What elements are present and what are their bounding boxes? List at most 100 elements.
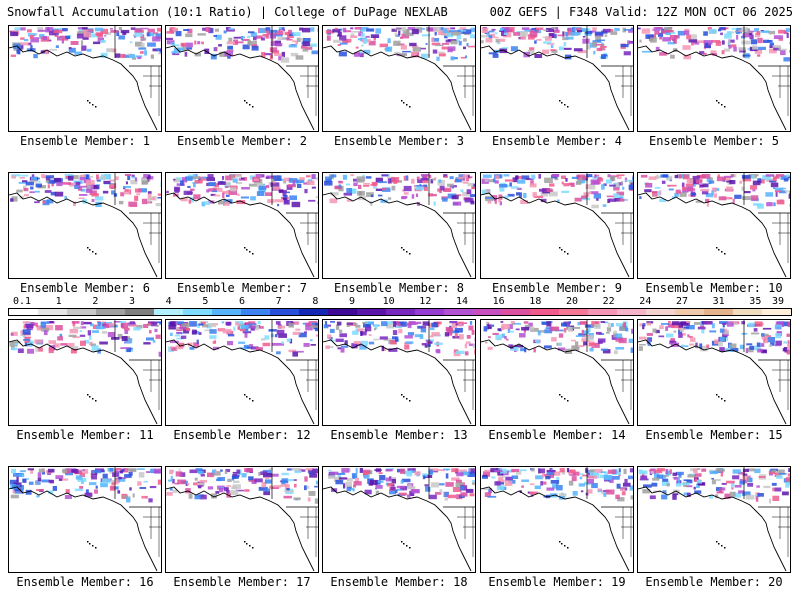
ensemble-panel bbox=[637, 319, 791, 426]
legend-label: 16 bbox=[492, 296, 505, 307]
ensemble-member-label: Ensemble Member: 12 bbox=[173, 428, 311, 442]
legend-color-swatch bbox=[124, 309, 154, 315]
ensemble-member-label: Ensemble Member: 6 bbox=[19, 281, 151, 295]
ensemble-member-label: Ensemble Member: 20 bbox=[645, 575, 783, 589]
legend-color-swatch bbox=[559, 309, 589, 315]
ensemble-panel bbox=[480, 319, 634, 426]
ensemble-member-label: Ensemble Member: 3 bbox=[333, 134, 465, 148]
ensemble-member-label: Ensemble Member: 18 bbox=[330, 575, 468, 589]
legend-label: 6 bbox=[238, 296, 246, 307]
snowfall-map bbox=[481, 467, 633, 572]
snowfall-map bbox=[166, 320, 318, 425]
legend-colorbar bbox=[8, 308, 792, 316]
ensemble-member-label: Ensemble Member: 2 bbox=[176, 134, 308, 148]
legend-color-swatch bbox=[472, 309, 502, 315]
legend-color-swatch bbox=[240, 309, 270, 315]
legend-label: 14 bbox=[455, 296, 469, 307]
legend-color-swatch bbox=[356, 309, 386, 315]
ensemble-panel bbox=[165, 319, 319, 426]
ensemble-member-label: Ensemble Member: 8 bbox=[333, 281, 465, 295]
snowfall-map bbox=[166, 26, 318, 131]
snowfall-map bbox=[638, 173, 790, 278]
ensemble-panel bbox=[480, 466, 634, 573]
legend-label: 0.1 bbox=[12, 296, 32, 307]
ensemble-member-label: Ensemble Member: 9 bbox=[491, 281, 623, 295]
ensemble-member-label: Ensemble Member: 5 bbox=[648, 134, 780, 148]
legend-color-swatch bbox=[385, 309, 415, 315]
legend-color-swatch bbox=[762, 309, 792, 315]
legend-color-swatch bbox=[704, 309, 734, 315]
legend-color-swatch bbox=[66, 309, 96, 315]
legend-color-swatch bbox=[95, 309, 125, 315]
ensemble-member-label: Ensemble Member: 14 bbox=[488, 428, 626, 442]
snowfall-map bbox=[481, 320, 633, 425]
legend-color-swatch bbox=[9, 309, 38, 315]
ensemble-member-label: Ensemble Member: 7 bbox=[176, 281, 308, 295]
legend-color-swatch bbox=[675, 309, 705, 315]
ensemble-member-label: Ensemble Member: 11 bbox=[16, 428, 154, 442]
ensemble-panel bbox=[8, 319, 162, 426]
legend-label: 12 bbox=[419, 296, 432, 307]
legend-label: 22 bbox=[602, 296, 615, 307]
legend-label: 1 bbox=[55, 296, 62, 307]
ensemble-panel bbox=[8, 466, 162, 573]
legend-label: 7 bbox=[275, 296, 282, 307]
ensemble-panel bbox=[322, 172, 476, 279]
legend-label: 2 bbox=[92, 296, 99, 307]
snowfall-map bbox=[9, 467, 161, 572]
legend-color-swatch bbox=[733, 309, 763, 315]
legend-label: 18 bbox=[529, 296, 542, 307]
ensemble-panel bbox=[480, 25, 634, 132]
ensemble-member-label: Ensemble Member: 4 bbox=[491, 134, 623, 148]
ensemble-panel bbox=[322, 319, 476, 426]
legend-color-swatch bbox=[617, 309, 647, 315]
snowfall-map bbox=[323, 26, 475, 131]
legend-color-swatch bbox=[588, 309, 618, 315]
legend-color-swatch bbox=[414, 309, 444, 315]
snowfall-map bbox=[638, 320, 790, 425]
legend-label: 3 bbox=[128, 296, 136, 307]
ensemble-member-label: Ensemble Member: 17 bbox=[173, 575, 311, 589]
legend-color-swatch bbox=[646, 309, 676, 315]
ensemble-panel bbox=[480, 172, 634, 279]
ensemble-member-label: Ensemble Member: 1 bbox=[19, 134, 151, 148]
legend-label: 4 bbox=[165, 296, 172, 307]
legend-label: 31 bbox=[712, 296, 725, 307]
legend-color-swatch bbox=[530, 309, 560, 315]
snowfall-map bbox=[323, 320, 475, 425]
snowfall-map bbox=[323, 173, 475, 278]
legend-color-swatch bbox=[153, 309, 183, 315]
ensemble-member-label: Ensemble Member: 15 bbox=[645, 428, 783, 442]
ensemble-member-label: Ensemble Member: 13 bbox=[330, 428, 468, 442]
snowfall-map bbox=[166, 467, 318, 572]
snowfall-map bbox=[638, 26, 790, 131]
legend-color-swatch bbox=[443, 309, 473, 315]
ensemble-panel bbox=[322, 25, 476, 132]
legend-color-swatch bbox=[501, 309, 531, 315]
ensemble-panel bbox=[637, 172, 791, 279]
ensemble-panel bbox=[8, 25, 162, 132]
legend-label: 10 bbox=[382, 296, 395, 307]
legend-label: 9 bbox=[348, 296, 356, 307]
snowfall-map bbox=[638, 467, 790, 572]
ensemble-member-label: Ensemble Member: 16 bbox=[16, 575, 154, 589]
snowfall-legend: 0.1 1 2 3 4 5 6 7 8 9 10 12 14 16 18 20 22 24 27 31 35 39 bbox=[8, 296, 792, 316]
snowfall-map bbox=[166, 173, 318, 278]
legend-label: 27 bbox=[675, 296, 689, 307]
legend-color-swatch bbox=[269, 309, 299, 315]
ensemble-panel bbox=[165, 25, 319, 132]
snowfall-map bbox=[481, 173, 633, 278]
snowfall-map bbox=[9, 173, 161, 278]
legend-label: 20 bbox=[565, 296, 579, 307]
legend-color-swatch bbox=[298, 309, 328, 315]
snowfall-map bbox=[9, 320, 161, 425]
ensemble-member-label: Ensemble Member: 10 bbox=[645, 281, 783, 295]
legend-color-swatch bbox=[182, 309, 212, 315]
legend-label: 35 bbox=[749, 296, 762, 307]
legend-label: 5 bbox=[202, 296, 209, 307]
legend-label: 39 bbox=[771, 296, 785, 307]
snowfall-map bbox=[323, 467, 475, 572]
legend-label: 8 bbox=[312, 296, 319, 307]
map-title: Snowfall Accumulation (10:1 Ratio) | Col… bbox=[7, 5, 448, 19]
legend-color-swatch bbox=[327, 309, 357, 315]
